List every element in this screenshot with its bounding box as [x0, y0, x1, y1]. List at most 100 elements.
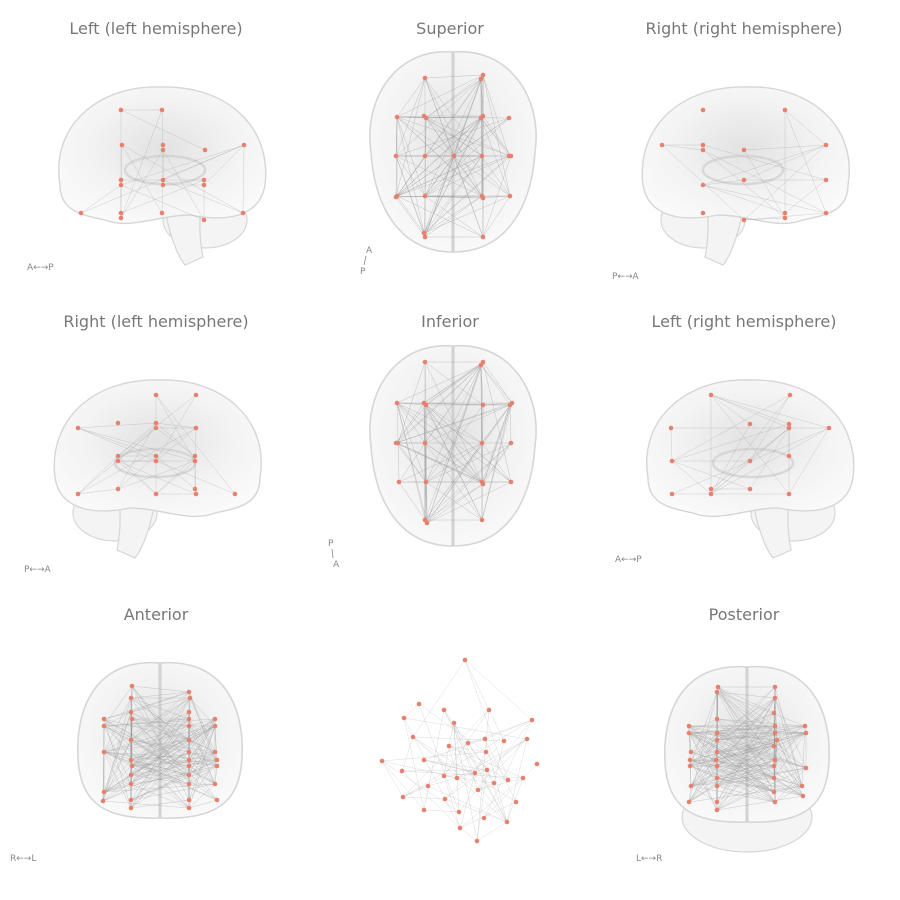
network-edge [131, 685, 216, 785]
network-node [483, 749, 489, 755]
network-node [101, 723, 107, 729]
network-edge [130, 691, 190, 741]
network-edge [773, 785, 803, 793]
network-edge [774, 725, 806, 734]
network-edge [773, 777, 804, 797]
network-edge [773, 765, 776, 803]
network-edge [670, 427, 673, 462]
network-edge [402, 719, 533, 798]
network-node [507, 193, 513, 199]
network-edge [102, 697, 132, 802]
network-edge [155, 427, 197, 462]
network-edge [690, 751, 718, 787]
network-node [686, 799, 692, 805]
network-edge [131, 765, 190, 809]
network-edge [448, 745, 487, 753]
network-edge [396, 402, 426, 444]
network-node [451, 153, 457, 159]
corpus-callosum-shape [701, 154, 785, 186]
network-edge [453, 722, 478, 842]
network-edge [424, 117, 510, 197]
network-node [686, 730, 692, 736]
network-edge [661, 144, 704, 151]
network-node [421, 807, 427, 813]
network-edge [426, 402, 513, 524]
network-edge [716, 697, 776, 734]
network-node [422, 359, 428, 365]
network-edge [155, 455, 196, 490]
network-edge [716, 718, 806, 727]
network-node [425, 783, 431, 789]
network-node [118, 182, 124, 188]
network-edge [103, 725, 216, 753]
network-edge [117, 460, 196, 490]
network-node [232, 491, 238, 497]
network-edge [424, 117, 427, 238]
network-node [478, 115, 484, 121]
network-edge [381, 760, 460, 813]
network-node [714, 775, 720, 781]
network-edge [103, 751, 218, 761]
network-edge [188, 751, 218, 767]
network-node [479, 440, 485, 446]
network-edge [103, 725, 132, 785]
network-edge [474, 738, 528, 774]
network-edge [474, 751, 487, 774]
network-node [714, 783, 720, 789]
network-edge [459, 801, 517, 829]
network-node [771, 710, 777, 716]
network-edge [717, 686, 776, 734]
network-edge [710, 394, 790, 429]
network-node [78, 210, 84, 216]
network-edge [689, 765, 775, 793]
network-edge [784, 179, 827, 214]
network-edge [117, 460, 157, 495]
network-edge [716, 691, 776, 699]
network-node [186, 749, 192, 755]
network-edge [130, 725, 216, 761]
network-edge [484, 738, 517, 803]
network-edge [130, 799, 190, 809]
brain-right-lh [53, 379, 262, 559]
network-node [393, 153, 399, 159]
brain-left-lh [58, 86, 267, 266]
network-edge [130, 739, 190, 753]
network-edge [743, 144, 827, 181]
network-node [128, 772, 134, 778]
network-node [714, 730, 720, 736]
network-node [715, 684, 721, 690]
network-node [520, 775, 526, 781]
network-node [214, 763, 220, 769]
network-edge [130, 697, 218, 761]
network-edge [423, 115, 510, 157]
network-node [708, 491, 714, 497]
network-edge [130, 765, 218, 801]
network-edge [131, 765, 190, 776]
network-edge [398, 481, 428, 524]
network-edge [688, 759, 717, 803]
network-edge [716, 777, 804, 797]
network-edge [424, 195, 483, 238]
network-node [747, 458, 753, 464]
network-node [472, 770, 478, 776]
network-edge [381, 760, 425, 811]
network-edge [661, 144, 745, 221]
network-edge [396, 364, 482, 404]
network-edge [188, 765, 218, 785]
network-edge [716, 732, 776, 761]
brain-right-rh [641, 86, 850, 266]
network-edge [716, 691, 775, 793]
network-edge [459, 772, 476, 829]
network-node [741, 147, 747, 153]
network-edge [774, 767, 807, 803]
network-node [212, 781, 218, 787]
network-edge [395, 442, 427, 483]
network-edge [444, 740, 505, 800]
network-node [771, 743, 777, 749]
network-edge [690, 785, 718, 803]
network-node [416, 701, 422, 707]
network-edge [188, 759, 218, 767]
network-edge [130, 697, 191, 713]
network-node [772, 684, 778, 690]
network-edge [395, 117, 510, 157]
